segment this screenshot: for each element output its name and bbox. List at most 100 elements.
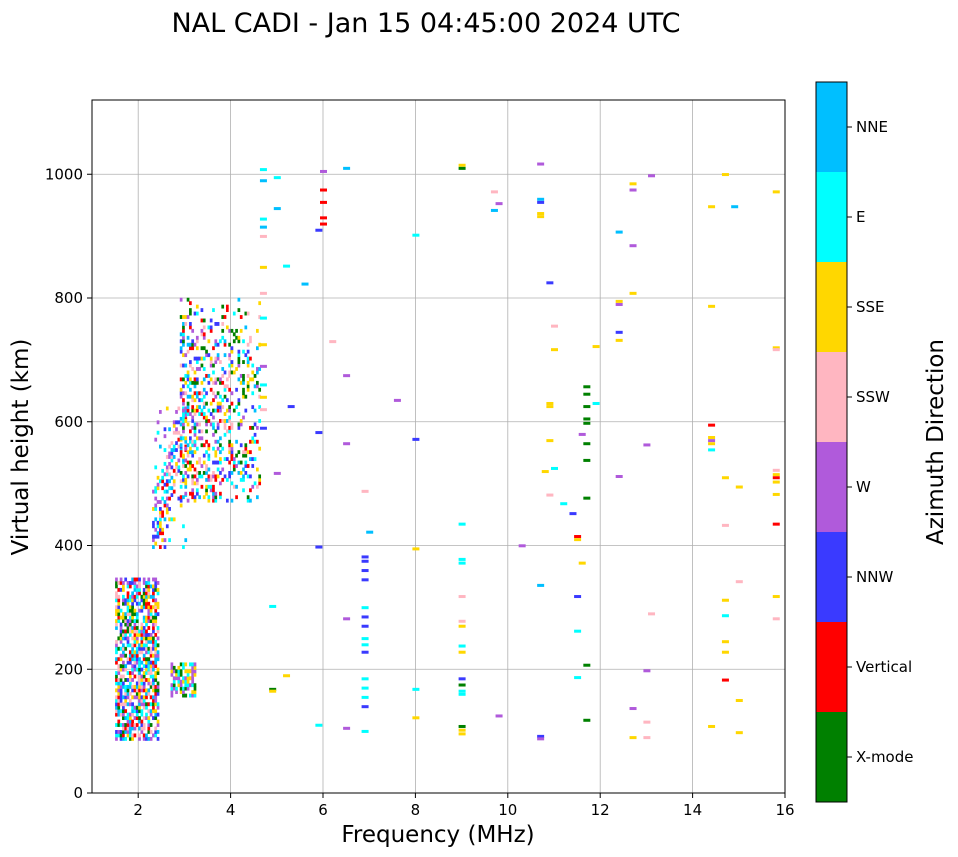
echo-cell-870 (182, 363, 185, 368)
echo-cell-221 (131, 736, 134, 741)
echo-point-75 (458, 692, 466, 696)
echo-point-10 (259, 291, 267, 295)
echo-cell-262 (133, 695, 137, 700)
echo-cell-1361 (249, 457, 252, 462)
echo-cell-176 (126, 622, 130, 627)
echo-cell-1140 (214, 453, 218, 458)
x-tick-label-4: 10 (498, 801, 517, 819)
echo-cell-1279 (235, 464, 238, 468)
echo-cell-185 (126, 584, 130, 589)
echo-cell-88 (119, 626, 123, 630)
echo-cell-1256 (230, 443, 234, 448)
echo-cell-812 (182, 545, 185, 549)
echo-cell-145 (124, 636, 128, 641)
echo-cell-315 (135, 587, 139, 592)
echo-cell-751 (165, 455, 169, 459)
echo-cell-744 (165, 496, 169, 501)
echo-cell-999 (195, 405, 199, 410)
echo-cell-838 (179, 443, 183, 448)
echo-point-46 (361, 637, 369, 641)
echo-cell-402 (142, 629, 146, 634)
echo-cell-368 (140, 646, 144, 651)
echo-cell-247 (131, 612, 134, 617)
echo-cell-1000 (195, 394, 199, 399)
echo-cell-1074 (205, 419, 208, 423)
echo-cell-327 (138, 695, 141, 700)
echo-cell-788 (175, 465, 178, 470)
echo-cell-280 (133, 612, 137, 617)
echo-cell-384 (142, 716, 146, 721)
echo-cell-561 (154, 646, 158, 651)
echo-cell-193 (128, 716, 132, 721)
echo-cell-1047 (202, 453, 206, 458)
echo-cell-716 (158, 444, 162, 449)
echo-cell-919 (189, 491, 192, 496)
echo-cell-249 (131, 605, 134, 610)
echo-cell-533 (152, 615, 155, 620)
echo-cell-349 (138, 581, 141, 585)
echo-cell-1260 (230, 391, 234, 396)
echo-cell-316 (135, 584, 139, 589)
echo-cell-701 (156, 482, 160, 487)
echo-cell-1225 (225, 325, 229, 330)
echo-cell-228 (131, 705, 134, 710)
echo-cell-1087 (207, 457, 211, 462)
echo-cell-183 (126, 594, 130, 599)
echo-point-49 (343, 617, 351, 621)
echo-point-56 (361, 729, 369, 733)
echo-cell-1234 (228, 439, 231, 444)
echo-cell-1144 (214, 408, 218, 413)
echo-cell-416 (145, 716, 148, 721)
echo-point-3 (259, 217, 267, 221)
echo-cell-423 (145, 678, 148, 682)
echo-point-88 (551, 324, 558, 328)
echo-cell-413 (142, 577, 146, 582)
echo-cell-136 (124, 695, 128, 700)
echo-cell-1115 (212, 491, 215, 496)
echo-cell-685 (154, 534, 158, 539)
echo-cell-454 (147, 702, 151, 707)
echo-cell-372 (140, 632, 144, 637)
echo-cell-1319 (242, 453, 245, 458)
echo-cell-358 (140, 698, 144, 703)
echo-cell-127 (122, 581, 125, 585)
echo-cell-114 (122, 646, 125, 651)
echo-point-142 (721, 173, 729, 177)
echo-cell-935 (189, 346, 192, 351)
echo-cell-256 (133, 733, 137, 738)
echo-cell-540 (152, 577, 155, 582)
echo-cell-991 (195, 481, 199, 486)
echo-cell-1282 (235, 405, 238, 410)
echo-cell-867 (182, 391, 185, 396)
echo-cell-1122 (212, 432, 215, 437)
echo-cell-286 (133, 581, 137, 585)
colorbar-label: Azimuth Direction (923, 339, 949, 545)
echo-point-152 (735, 580, 743, 584)
echo-cell-860 (182, 422, 185, 427)
echo-cell-732 (163, 500, 167, 504)
echo-cell-375 (140, 622, 144, 627)
echo-cell-1162 (216, 401, 220, 406)
echo-cell-492 (149, 671, 153, 675)
echo-cell-557 (154, 660, 158, 665)
echo-cell-992 (195, 477, 199, 482)
echo-cell-1056 (202, 367, 206, 371)
echo-cell-531 (152, 622, 155, 627)
echo-cell-1387 (253, 373, 257, 378)
echo-cell-982 (193, 384, 197, 389)
echo-cell-671 (193, 686, 197, 691)
echo-cell-853 (182, 477, 185, 482)
echo-cell-792 (175, 430, 178, 435)
echo-point-84 (537, 200, 545, 204)
echo-point-159 (708, 724, 716, 728)
echo-cell-1345 (246, 474, 250, 479)
echo-cell-790 (175, 448, 178, 452)
echo-cell-414 (145, 736, 148, 741)
echo-cell-986 (193, 356, 197, 361)
echo-cell-140 (124, 678, 128, 682)
echo-cell-1204 (223, 425, 227, 430)
echo-cell-810 (179, 434, 183, 439)
echo-cell-1076 (205, 401, 208, 406)
echo-cell-382 (142, 726, 146, 731)
echo-point-70 (458, 644, 466, 648)
